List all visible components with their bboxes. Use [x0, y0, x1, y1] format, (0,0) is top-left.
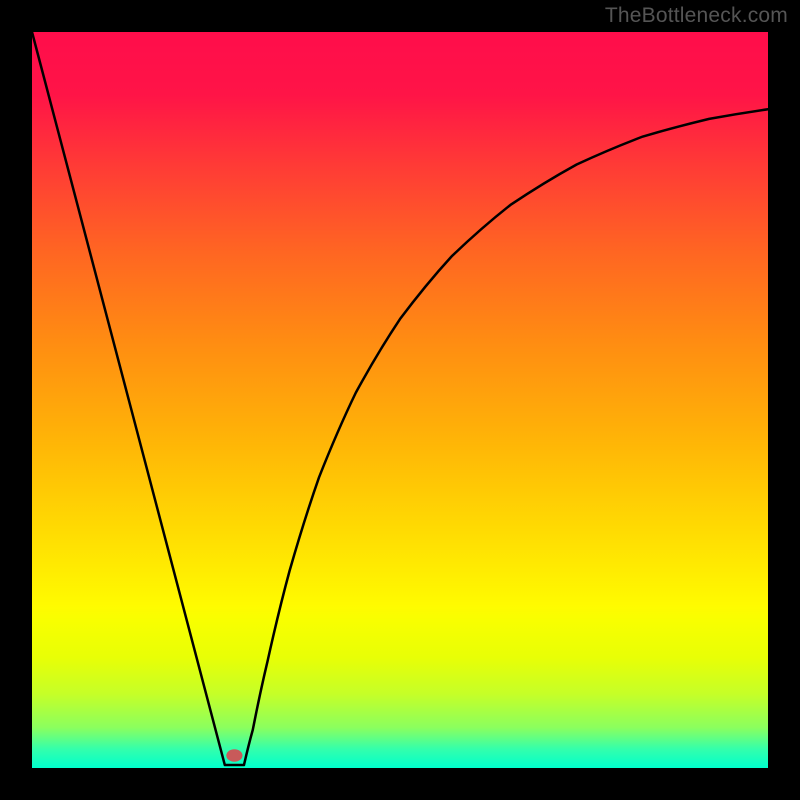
chart-marker-dot [226, 749, 242, 762]
chart-svg [0, 0, 800, 800]
chart-plot-area [32, 32, 768, 768]
chart-frame: TheBottleneck.com [0, 0, 800, 800]
